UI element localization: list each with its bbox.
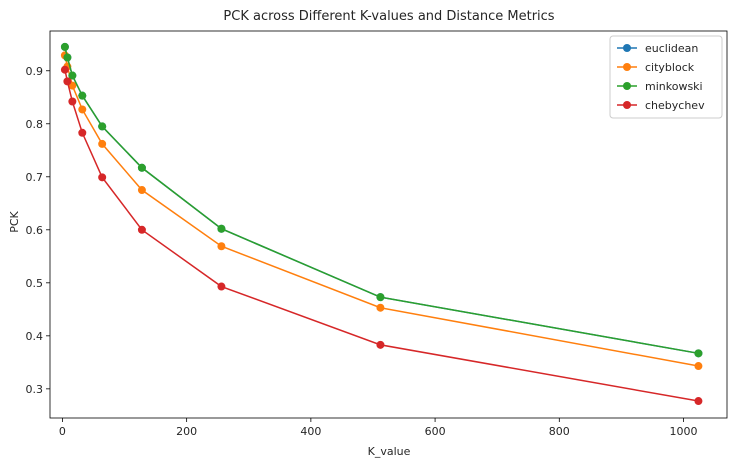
legend-marker — [623, 82, 631, 90]
legend-marker — [623, 44, 631, 52]
series-cityblock — [60, 51, 703, 371]
data-point-chebychev — [217, 282, 226, 291]
data-point-chebychev — [137, 225, 146, 234]
data-point-chebychev — [376, 340, 385, 349]
x-tick-label: 0 — [59, 425, 66, 438]
legend-marker — [623, 101, 631, 109]
x-tick-label: 800 — [549, 425, 570, 438]
data-point-minkowski — [137, 163, 146, 172]
legend-item-cityblock: cityblock — [617, 61, 695, 74]
data-point-cityblock — [137, 186, 146, 195]
data-point-minkowski — [98, 122, 107, 131]
legend-item-euclidean: euclidean — [617, 42, 698, 55]
legend-label: chebychev — [645, 99, 705, 112]
y-tick-label: 0.9 — [26, 65, 44, 78]
x-tick-label: 600 — [425, 425, 446, 438]
legend-label: cityblock — [645, 61, 695, 74]
data-point-minkowski — [60, 42, 69, 51]
y-tick-label: 0.5 — [26, 277, 44, 290]
y-tick-label: 0.6 — [26, 224, 44, 237]
x-tick-label: 200 — [176, 425, 197, 438]
data-point-minkowski — [68, 71, 77, 80]
data-point-minkowski — [376, 293, 385, 302]
data-point-cityblock — [78, 105, 87, 114]
data-point-chebychev — [68, 97, 77, 106]
y-axis-label: PCK — [8, 210, 21, 232]
y-axis: 0.3 0.4 0.5 0.6 0.7 0.8 0.9 — [26, 65, 50, 396]
data-point-cityblock — [98, 139, 107, 148]
legend-box — [609, 35, 723, 119]
y-tick-label: 0.8 — [26, 118, 44, 131]
data-point-minkowski — [63, 53, 72, 62]
chart-title: PCK across Different K-values and Distan… — [223, 9, 554, 24]
data-point-minkowski — [694, 349, 703, 358]
series-chebychev — [60, 65, 703, 406]
legend-item-minkowski: minkowski — [617, 80, 703, 93]
x-tick-label: 400 — [300, 425, 321, 438]
data-point-minkowski — [217, 224, 226, 233]
data-point-cityblock — [217, 242, 226, 251]
data-point-chebychev — [98, 173, 107, 182]
legend-label: euclidean — [645, 42, 698, 55]
x-axis-label: K_value — [368, 445, 411, 458]
legend: euclidean cityblock minkowski chebychev — [609, 35, 723, 119]
y-tick-label: 0.7 — [26, 171, 44, 184]
series-line-chebychev — [64, 69, 699, 402]
y-tick-label: 0.3 — [26, 383, 44, 396]
data-point-chebychev — [694, 397, 703, 406]
legend-label: minkowski — [645, 80, 703, 93]
plot-frame — [49, 30, 728, 419]
legend-marker — [623, 63, 631, 71]
data-point-chebychev — [63, 77, 72, 86]
data-point-chebychev — [78, 128, 87, 137]
x-tick-label: 1000 — [670, 425, 698, 438]
data-point-chebychev — [60, 65, 69, 74]
y-tick-label: 0.4 — [26, 330, 44, 343]
x-axis: 0 200 400 600 800 1000 — [59, 418, 698, 438]
data-point-cityblock — [694, 362, 703, 371]
series-minkowski — [60, 42, 703, 358]
series-line-cityblock — [64, 55, 699, 367]
data-point-minkowski — [78, 91, 87, 100]
plot-area — [49, 30, 728, 419]
data-point-cityblock — [376, 303, 385, 312]
legend-item-chebychev: chebychev — [617, 99, 705, 112]
series-layer — [60, 42, 703, 406]
